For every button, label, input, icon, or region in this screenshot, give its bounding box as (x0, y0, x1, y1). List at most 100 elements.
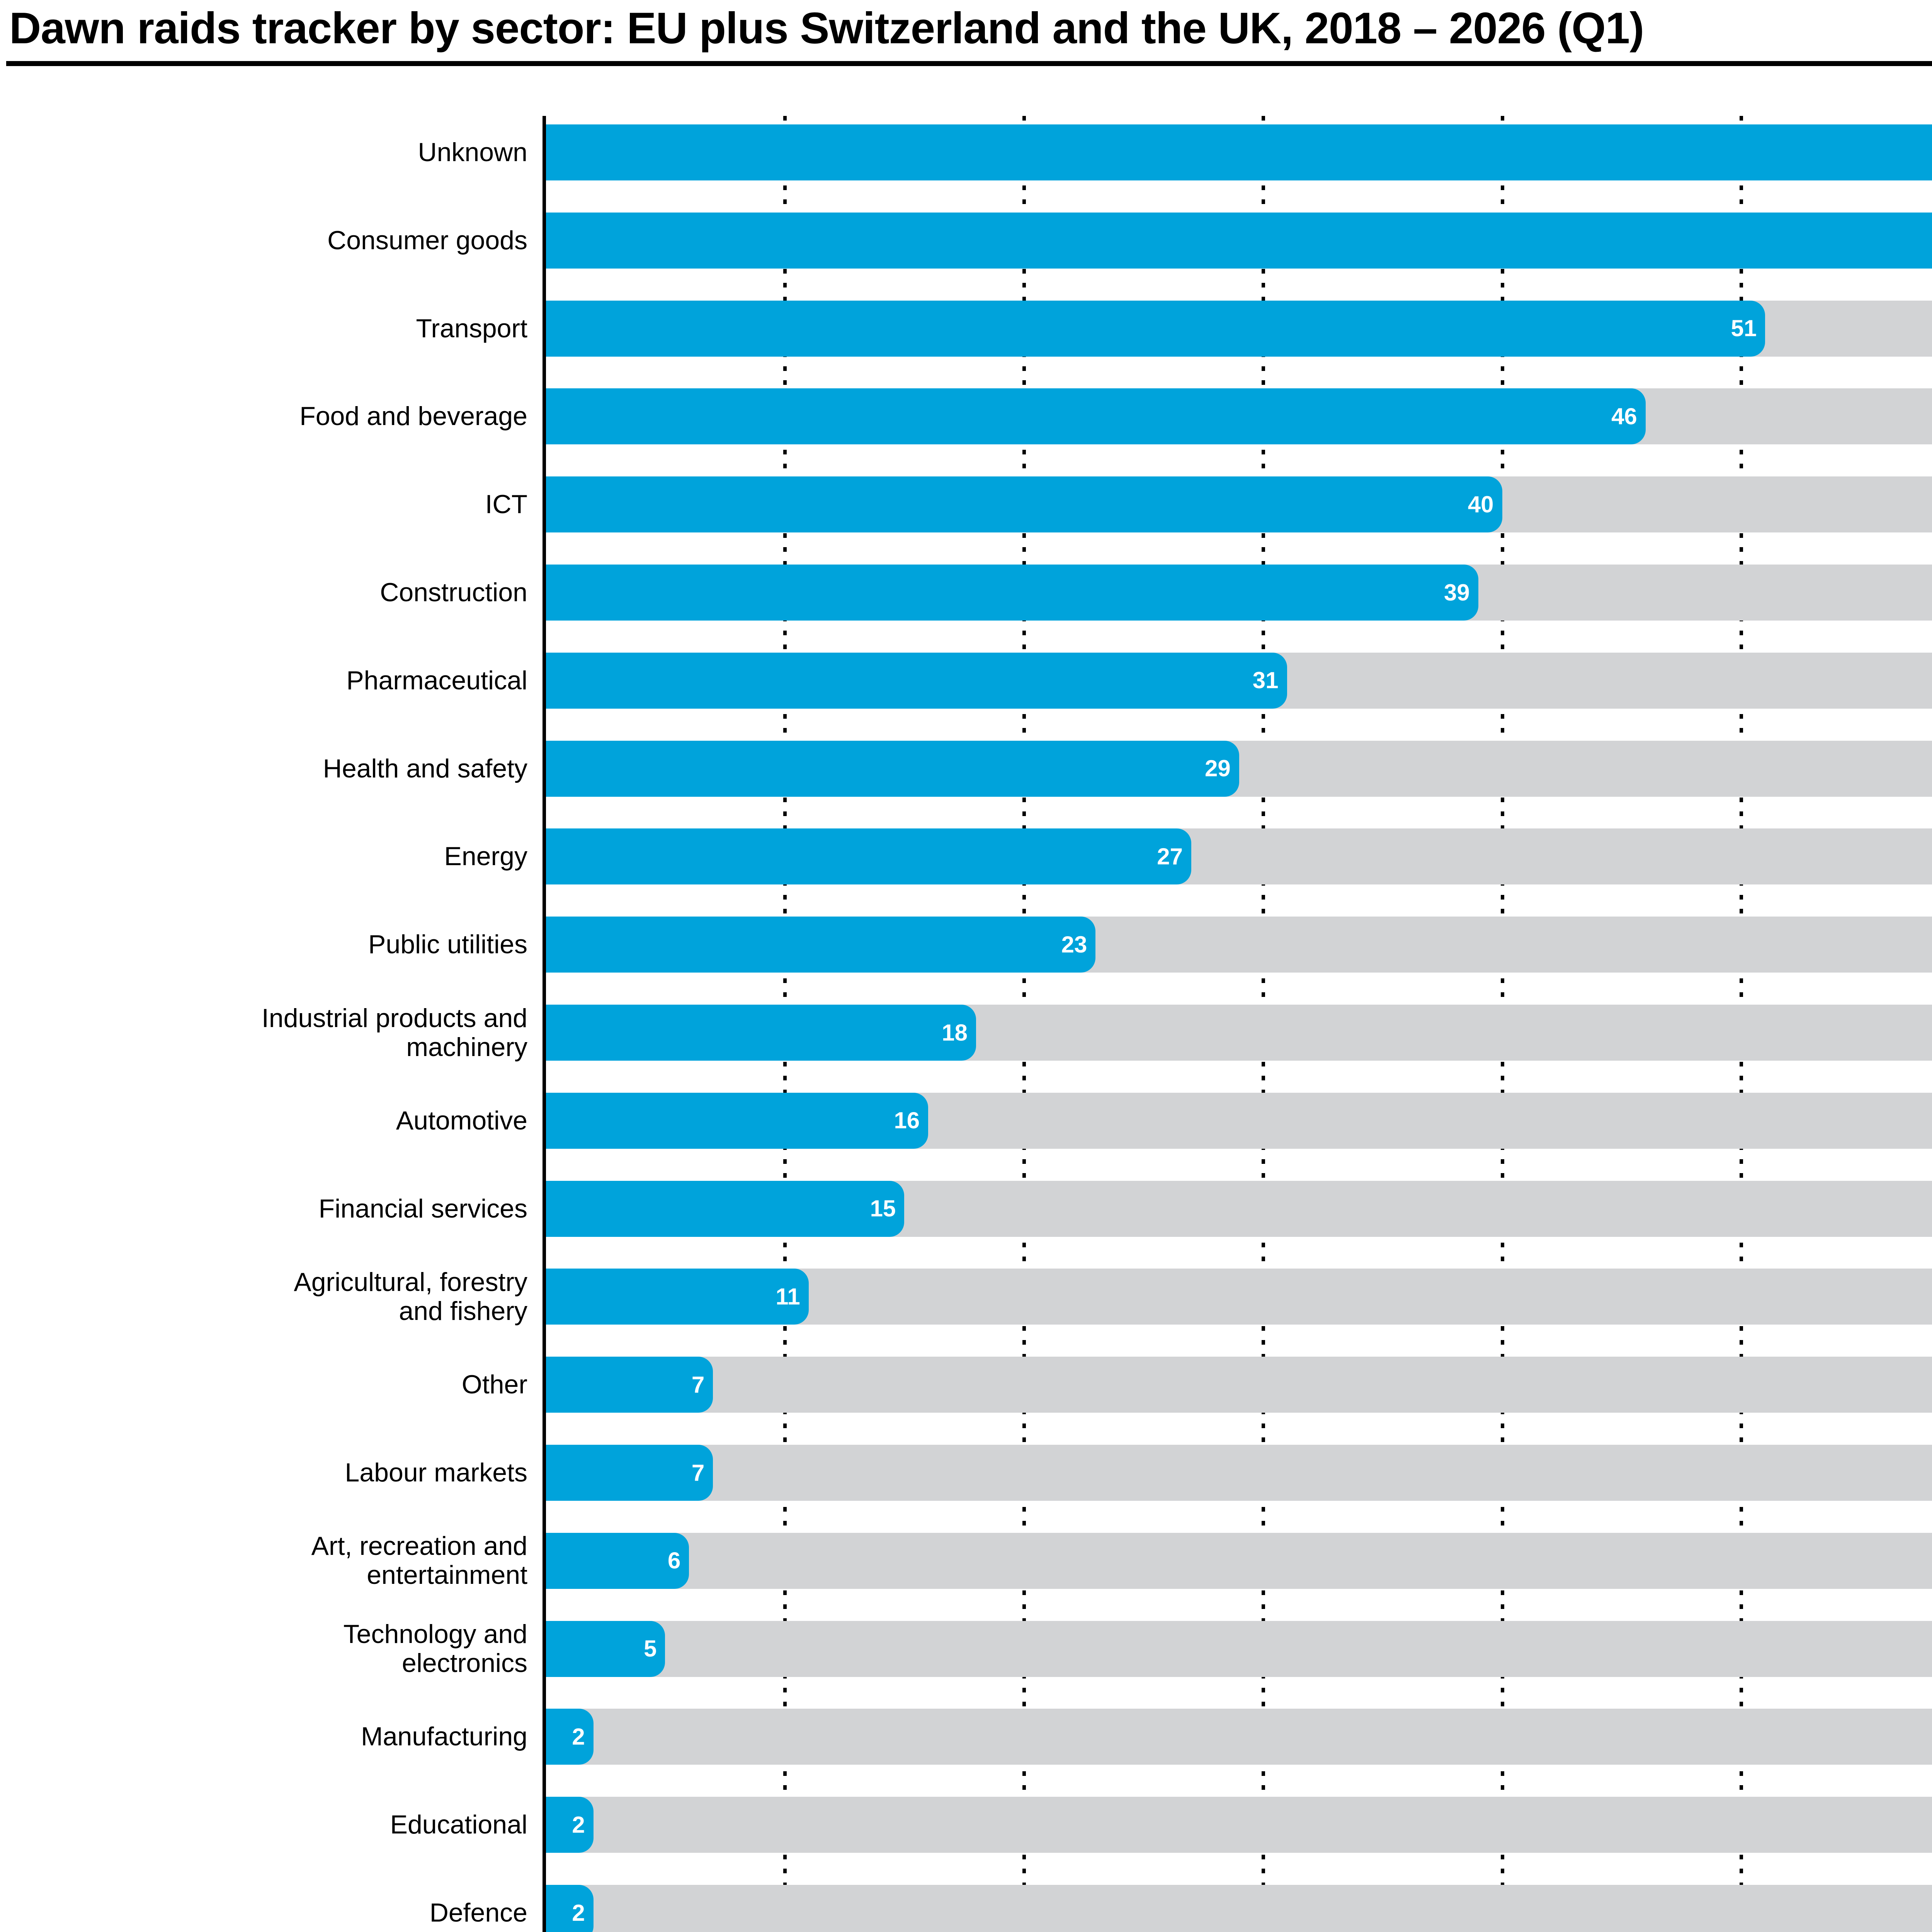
bar-row: Financial services 15 (0, 1180, 1932, 1237)
bar-row: Construction 39 (0, 565, 1932, 621)
category-label-line: ICT (485, 490, 527, 519)
category-label-line: Energy (444, 842, 527, 871)
bar-row: Labour markets 7 (0, 1445, 1932, 1501)
category-label-line: Defence (429, 1898, 527, 1927)
category-label-line: Public utilities (368, 930, 527, 959)
bar-value-label: 23 (1061, 931, 1087, 957)
category-label: Public utilities (25, 930, 527, 959)
page-title: Dawn raids tracker by sector: EU plus Sw… (9, 4, 1644, 53)
chart-header: Dawn raids tracker by sector: EU plus Sw… (0, 0, 1932, 68)
bar[interactable]: 23 (546, 917, 1096, 973)
bar[interactable]: 18 (546, 1005, 976, 1061)
bar[interactable]: 7 (546, 1357, 713, 1413)
category-label: Health and safety (25, 754, 527, 783)
bar-row: Automotive 16 (0, 1092, 1932, 1149)
category-label: Transport (25, 314, 527, 343)
category-label: Pharmaceutical (25, 666, 527, 695)
bar-value-label: 29 (1204, 755, 1231, 782)
bar-value-label: 39 (1444, 579, 1470, 605)
bar-value-label: 31 (1252, 667, 1279, 694)
bar-row: Public utilities 23 (0, 917, 1932, 973)
bar[interactable]: 27 (546, 828, 1191, 885)
bar-track (546, 1357, 1932, 1413)
bar-row: Unknown 76 (0, 124, 1932, 180)
bar-row: Defence 2 (0, 1885, 1932, 1932)
bar[interactable]: 15 (546, 1180, 905, 1237)
bar-track (546, 1621, 1932, 1677)
category-label: Labour markets (25, 1458, 527, 1487)
bar[interactable]: 16 (546, 1092, 929, 1149)
category-label-line: Art, recreation and (311, 1531, 527, 1561)
bar-value-label: 16 (894, 1107, 920, 1134)
bar-value-label: 18 (942, 1019, 968, 1046)
bar-value-label: 27 (1157, 843, 1183, 869)
bar-value-label: 51 (1731, 315, 1757, 342)
header-divider (6, 61, 1932, 66)
bar-value-label: 2 (572, 1811, 585, 1838)
bar-value-label: 46 (1611, 403, 1637, 429)
category-label: Industrial products and machinery (25, 1003, 527, 1062)
bar-row: Manufacturing 2 (0, 1709, 1932, 1765)
category-label-line: Health and safety (323, 753, 527, 783)
bar[interactable]: 6 (546, 1532, 689, 1589)
bar-row: Health and safety 29 (0, 740, 1932, 797)
category-label: Technology and electronics (25, 1620, 527, 1678)
category-label: Energy (25, 842, 527, 871)
bar[interactable]: 39 (546, 565, 1478, 621)
bar[interactable]: 5 (546, 1621, 665, 1677)
bar-value-label: 40 (1468, 491, 1494, 517)
category-label: Defence (25, 1898, 527, 1927)
bar[interactable]: 11 (546, 1269, 809, 1325)
bar-value-label: 15 (870, 1196, 896, 1222)
bar-row: Educational 2 (0, 1797, 1932, 1853)
bar-track (546, 1797, 1932, 1853)
category-label: ICT (25, 490, 527, 519)
bar-row: Technology and electronics 5 (0, 1620, 1932, 1678)
category-label-line: Construction (380, 578, 527, 607)
category-label-line: Unknown (418, 138, 528, 167)
category-label-line: Financial services (318, 1194, 527, 1223)
bar-row: Art, recreation and entertainment 6 (0, 1532, 1932, 1590)
category-label-line: Automotive (396, 1105, 527, 1135)
bar[interactable]: 40 (546, 476, 1502, 533)
category-label-line: Pharmaceutical (346, 665, 527, 695)
bar-row: Pharmaceutical 31 (0, 652, 1932, 709)
category-label-line: Technology and (343, 1619, 527, 1649)
bar-value-label: 7 (691, 1459, 705, 1486)
category-label: Art, recreation and entertainment (25, 1532, 527, 1590)
bar-track (546, 1445, 1932, 1501)
category-label-line: Consumer goods (327, 225, 527, 255)
bar[interactable]: 2 (546, 1709, 594, 1765)
y-axis-line (543, 116, 546, 1932)
bar-track (546, 1709, 1932, 1765)
bar-row: Industrial products and machinery 18 (0, 1003, 1932, 1062)
bar-value-label: 5 (644, 1636, 657, 1662)
category-label-line: Food and beverage (299, 401, 527, 431)
bar[interactable]: 74 (546, 212, 1932, 269)
bar[interactable]: 7 (546, 1445, 713, 1501)
bar-track (546, 1885, 1932, 1932)
bar[interactable]: 51 (546, 300, 1765, 357)
bar-row: Food and beverage 46 (0, 388, 1932, 445)
bar[interactable]: 76 (546, 124, 1932, 180)
bar[interactable]: 2 (546, 1885, 594, 1932)
category-label: Agricultural, forestry and fishery (25, 1267, 527, 1326)
category-label: Financial services (25, 1194, 527, 1223)
chart-plot-area: Unknown76Consumer goods74Transport51Food… (0, 116, 1932, 1932)
bar[interactable]: 31 (546, 652, 1287, 709)
bar-value-label: 6 (667, 1548, 681, 1574)
bar-row: Agricultural, forestry and fishery 11 (0, 1267, 1932, 1326)
bar-value-label: 7 (691, 1371, 705, 1398)
category-label: Other (25, 1370, 527, 1399)
category-label: Construction (25, 578, 527, 607)
bar-row: Transport 51 (0, 300, 1932, 357)
bar-value-label: 2 (572, 1723, 585, 1750)
bar[interactable]: 2 (546, 1797, 594, 1853)
bar-row: Energy 27 (0, 828, 1932, 885)
category-label-line: Manufacturing (361, 1722, 527, 1752)
category-label-line: Industrial products and (262, 1003, 527, 1033)
bar[interactable]: 46 (546, 388, 1646, 445)
category-label-line: and fishery (399, 1296, 527, 1326)
category-label-line: electronics (401, 1648, 527, 1678)
bar[interactable]: 29 (546, 740, 1239, 797)
